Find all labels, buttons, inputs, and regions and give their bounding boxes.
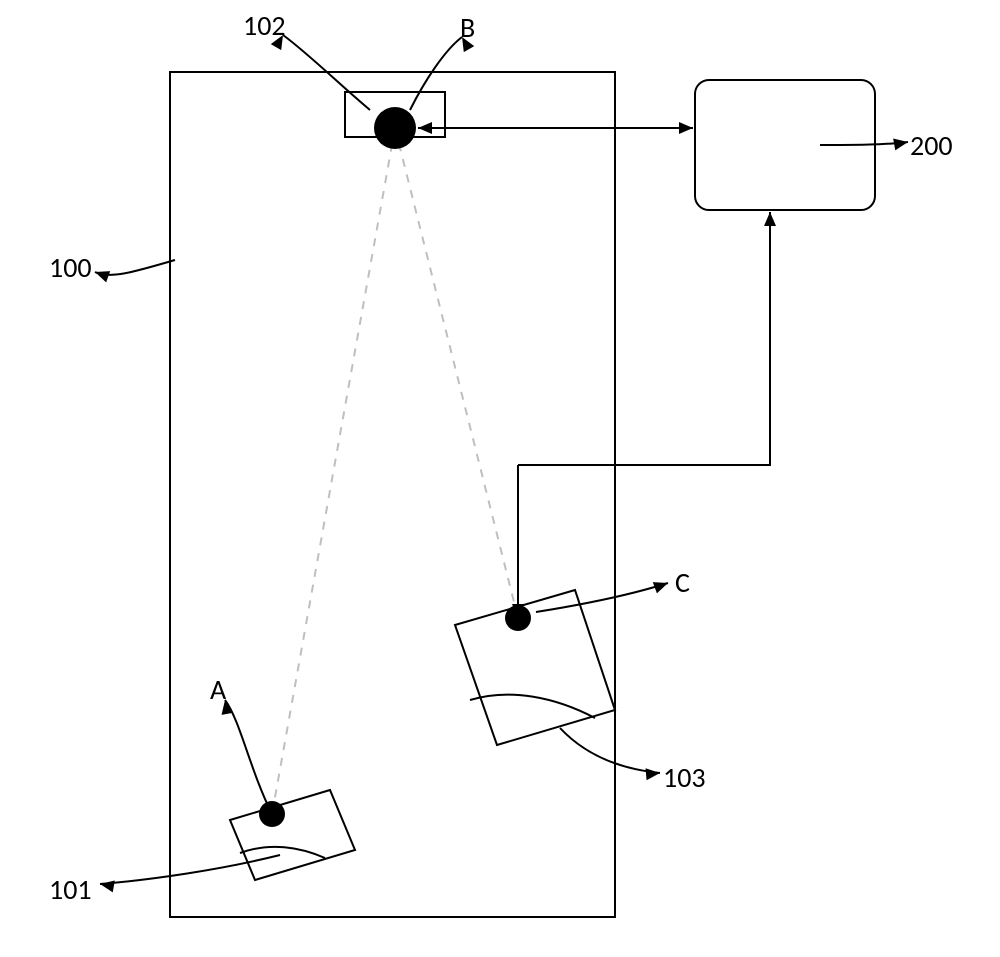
main-rect-100 (170, 72, 615, 917)
leader-from_101 (100, 855, 280, 884)
diagram-svg (0, 0, 1000, 957)
leader-rect103_inner (470, 695, 595, 718)
leader-from_200 (820, 142, 908, 145)
leader-from_103 (560, 728, 660, 773)
arrow-C-to-200 (518, 212, 770, 465)
label-102: 102 (243, 8, 286, 43)
leader-to_102 (283, 35, 370, 110)
label-101: 101 (49, 872, 92, 907)
leader-from_100 (95, 260, 175, 275)
label-100: 100 (49, 250, 92, 285)
circle-B (374, 107, 416, 149)
leader-to_C (536, 583, 668, 612)
label-200: 200 (910, 128, 953, 163)
arrowheads (93, 32, 909, 892)
tilted-rect-101 (230, 790, 355, 880)
label-B: B (460, 10, 475, 45)
label-C: C (675, 565, 690, 600)
leader-to_B (410, 37, 462, 110)
leader-to_A (225, 700, 272, 814)
inner-rect-102 (345, 92, 445, 137)
tilted-rect-103 (455, 590, 615, 745)
label-103: 103 (663, 760, 706, 795)
leader-curves (95, 35, 908, 884)
dashed-lines-group (272, 128, 518, 814)
circle-C (505, 605, 531, 631)
processor-rect-200 (695, 80, 875, 210)
circle-A (259, 801, 285, 827)
leader-rect101_inner (240, 847, 325, 858)
label-A: A (210, 672, 226, 707)
